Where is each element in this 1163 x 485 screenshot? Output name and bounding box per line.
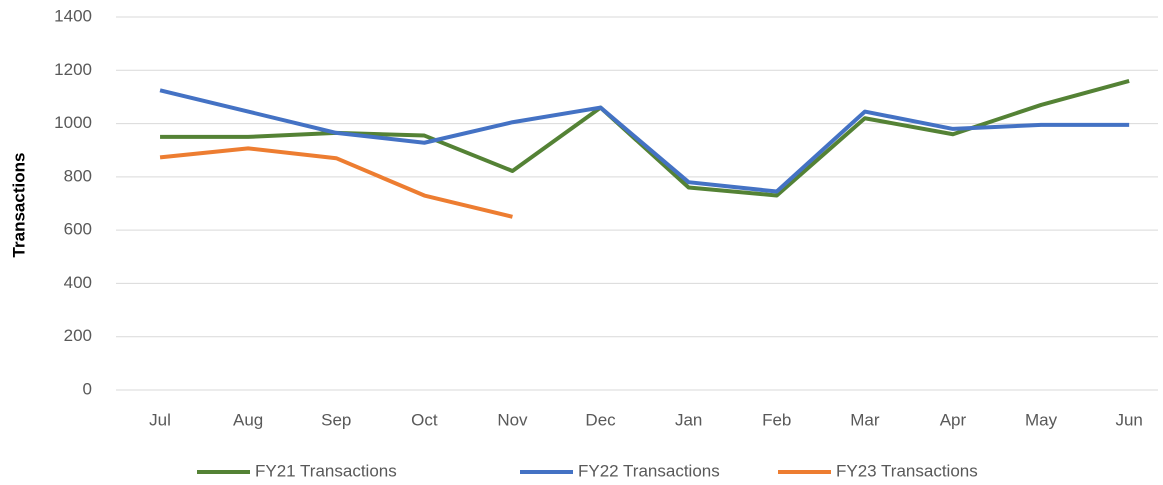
x-tick-label: Feb xyxy=(762,410,791,429)
x-tick-label: Aug xyxy=(233,410,263,429)
x-tick-label: Apr xyxy=(940,410,967,429)
x-tick-label: Dec xyxy=(585,410,616,429)
y-tick-label: 800 xyxy=(64,166,92,185)
y-tick-label: 1400 xyxy=(54,6,92,25)
x-tick-label: Oct xyxy=(411,410,438,429)
series-line xyxy=(160,79,1130,198)
x-tick-label: Mar xyxy=(850,410,880,429)
legend-label: FY22 Transactions xyxy=(578,461,720,480)
legend-label: FY21 Transactions xyxy=(255,461,397,480)
y-tick-label: 200 xyxy=(64,326,92,345)
legend-label: FY23 Transactions xyxy=(836,461,978,480)
series-line xyxy=(159,146,513,219)
x-tick-label: Jun xyxy=(1115,410,1142,429)
y-tick-label: 0 xyxy=(83,379,92,398)
x-tick-label: May xyxy=(1025,410,1058,429)
x-tick-label: Jan xyxy=(675,410,702,429)
y-tick-label: 1000 xyxy=(54,113,92,132)
y-tick-label: 400 xyxy=(64,273,92,292)
y-tick-label: 1200 xyxy=(54,60,92,79)
series-line xyxy=(159,88,1130,194)
x-tick-label: Jul xyxy=(149,410,171,429)
y-tick-label: 600 xyxy=(64,220,92,239)
x-tick-label: Sep xyxy=(321,410,351,429)
x-tick-label: Nov xyxy=(497,410,528,429)
y-axis-label: Transactions xyxy=(9,153,28,258)
